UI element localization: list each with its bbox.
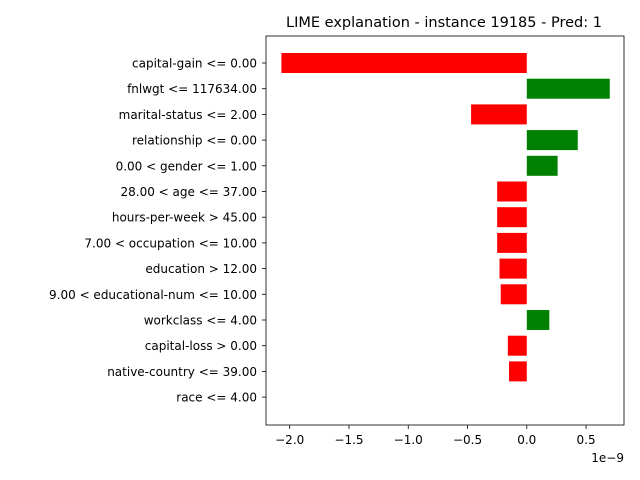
x-tick-label: −1.0: [394, 433, 423, 447]
bar-3: [526, 130, 578, 151]
y-tick-label: 7.00 < occupation <= 10.00: [84, 236, 257, 250]
y-tick-label: capital-loss > 0.00: [145, 339, 257, 353]
bar-0: [281, 53, 527, 73]
x-tick-label: 0.5: [577, 433, 596, 447]
y-tick-label: 28.00 < age <= 37.00: [121, 185, 257, 199]
y-axis-ticks: capital-gain <= 0.00 fnlwgt <= 117634.00 m…: [49, 57, 266, 405]
bar-1: [526, 78, 610, 99]
bar-9: [500, 284, 527, 305]
y-tick-label: race <= 4.00: [176, 391, 257, 405]
bar-10: [526, 310, 550, 330]
bar-6: [497, 207, 527, 228]
bar-8: [499, 258, 527, 279]
y-tick-label: education > 12.00: [145, 262, 257, 276]
bar-2: [471, 104, 527, 125]
plot-frame: [265, 35, 625, 426]
bar-4: [526, 155, 558, 176]
x-axis-ticks: −2.0 −1.5 −1.0 −0.5 0.0 0.5: [275, 425, 596, 447]
y-tick-label: 0.00 < gender <= 1.00: [116, 159, 257, 173]
y-tick-label: capital-gain <= 0.00: [132, 57, 257, 71]
bar-11: [507, 335, 527, 356]
bar-12: [509, 361, 527, 382]
y-tick-label: relationship <= 0.00: [132, 134, 257, 148]
x-tick-label: −2.0: [275, 433, 304, 447]
y-tick-label: fnlwgt <= 117634.00: [127, 82, 257, 96]
bars-group: [281, 53, 610, 382]
y-tick-label: native-country <= 39.00: [107, 365, 257, 379]
bar-7: [497, 232, 527, 253]
x-tick-label: −0.5: [453, 433, 482, 447]
chart-title: LIME explanation - instance 19185 - Pred…: [286, 15, 602, 31]
y-tick-label: marital-status <= 2.00: [119, 108, 257, 122]
y-tick-label: workclass <= 4.00: [144, 314, 257, 328]
y-tick-label: 9.00 < educational-num <= 10.00: [49, 288, 257, 302]
bar-5: [497, 181, 527, 202]
x-axis-offset-label: 1e−9: [591, 451, 624, 465]
x-tick-label: 0.0: [517, 433, 536, 447]
x-tick-label: −1.5: [334, 433, 363, 447]
y-tick-label: hours-per-week > 45.00: [112, 211, 257, 225]
